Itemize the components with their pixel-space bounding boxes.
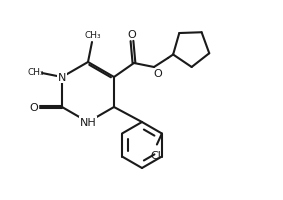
Text: O: O <box>154 69 162 79</box>
Text: Cl: Cl <box>151 151 161 161</box>
Text: CH₃: CH₃ <box>27 68 44 77</box>
Text: CH₃: CH₃ <box>84 31 101 40</box>
Text: O: O <box>128 30 136 40</box>
Text: NH: NH <box>80 117 97 127</box>
Text: N: N <box>58 73 66 83</box>
Text: O: O <box>30 102 38 112</box>
